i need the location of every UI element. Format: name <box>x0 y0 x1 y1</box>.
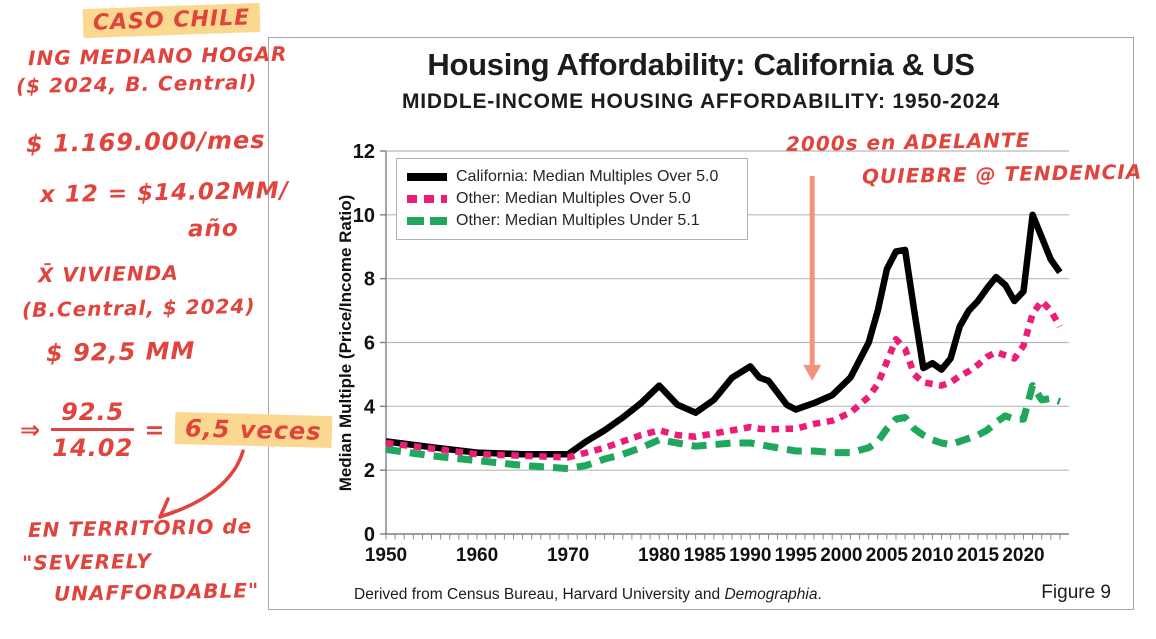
figure-label: Figure 9 <box>1041 582 1111 603</box>
y-tick-label: 8 <box>364 269 375 291</box>
x-tick-label: 1970 <box>547 545 589 566</box>
implies-arrow: ⇒ <box>20 416 42 444</box>
annotation-trend-line2: QUIEBRE @ TENDENCIA <box>861 159 1143 189</box>
annotation-annual-income: x 12 = $14.02MM/ <box>39 177 290 209</box>
legend-label: Other: Median Multiples Under 5.1 <box>456 212 700 229</box>
y-tick-label: 4 <box>364 396 376 418</box>
x-tick-label: 1950 <box>365 545 407 566</box>
chart-panel: Housing Affordability: California & US M… <box>268 37 1134 610</box>
x-tick-label: 2005 <box>866 545 909 566</box>
annotation-annual-unit: año <box>187 215 239 243</box>
legend-swatch <box>407 195 447 203</box>
legend-item: Other: Median Multiples Over 5.0 <box>407 188 737 210</box>
chart-subtitle: MIDDLE-INCOME HOUSING AFFORDABILITY: 195… <box>401 90 1001 113</box>
y-tick-label: 2 <box>364 460 375 482</box>
fraction-denominator: 14.02 <box>52 434 134 462</box>
legend-item: Other: Median Multiples Under 5.1 <box>407 210 737 232</box>
caso-chile-highlight: CASO CHILE <box>82 2 261 39</box>
y-axis-title: Median Multiple (Price/Income Ratio) <box>336 194 355 492</box>
curved-arrow-line <box>158 449 245 519</box>
legend-label: Other: Median Multiples Over 5.0 <box>456 190 691 207</box>
source-text-italic: Demographia <box>724 586 818 603</box>
source-period: . <box>817 586 822 603</box>
annotation-equation: ⇒ 92.5 14.02 = 6,5 veces <box>20 398 333 462</box>
annotation-territory-line2: "SEVERELY <box>21 548 153 576</box>
curved-arrow <box>158 449 245 519</box>
y-tick-label: 6 <box>364 333 375 355</box>
x-tick-label: 2015 <box>957 545 1000 566</box>
x-tick-label: 1980 <box>638 545 680 566</box>
x-tick-label: 2020 <box>1002 545 1044 566</box>
fraction-numerator: 92.5 <box>51 398 135 431</box>
x-tick-label: 2000 <box>820 545 862 566</box>
x-tick-label: 1960 <box>456 545 498 566</box>
trend-arrow-head <box>803 364 822 381</box>
series-line-other-over <box>385 297 1063 461</box>
x-tick-label: 1995 <box>775 545 818 566</box>
annotation-median-income-line2: ($ 2024, B. Central) <box>15 69 258 99</box>
annotation-house-price: $ 92,5 MM <box>45 336 196 368</box>
annotation-caso-chile: CASO CHILE <box>82 2 261 39</box>
curved-arrow-head <box>158 497 178 519</box>
y-tick-label: 0 <box>364 524 375 546</box>
legend-label: California: Median Multiples Over 5.0 <box>456 168 719 185</box>
annotation-median-income-line1: ING MEDIANO HOGAR <box>27 41 288 71</box>
y-tick-label: 12 <box>353 141 375 163</box>
legend-item: California: Median Multiples Over 5.0 <box>407 166 737 188</box>
chart-title: Housing Affordability: California & US <box>427 47 975 82</box>
legend-swatch <box>407 173 447 181</box>
annotation-territory-line3: UNAFFORDABLE" <box>53 578 260 606</box>
fraction: 92.5 14.02 <box>51 398 135 462</box>
annotation-avg-house-line2: (B.Central, $ 2024) <box>21 293 256 323</box>
equals-sign: = <box>144 416 166 444</box>
source-note: Derived from Census Bureau, Harvard Univ… <box>354 586 822 604</box>
x-tick-label: 1990 <box>729 545 771 566</box>
chart-legend: California: Median Multiples Over 5.0 Oth… <box>396 158 748 240</box>
annotation-trend-line1: 2000s en ADELANTE <box>785 127 1031 157</box>
annotation-avg-house-line1: X̄ VIVIENDA <box>37 260 179 288</box>
x-tick-label: 2010 <box>911 545 953 566</box>
series-line-california <box>385 211 1063 458</box>
y-tick-label: 10 <box>353 205 375 227</box>
series-line-other-under <box>385 382 1062 473</box>
x-tick-label: 1985 <box>684 545 727 566</box>
legend-swatch <box>407 217 447 225</box>
annotation-monthly-income: $ 1.169.000/mes <box>25 125 266 159</box>
source-text: Derived from Census Bureau, Harvard Univ… <box>354 586 725 603</box>
